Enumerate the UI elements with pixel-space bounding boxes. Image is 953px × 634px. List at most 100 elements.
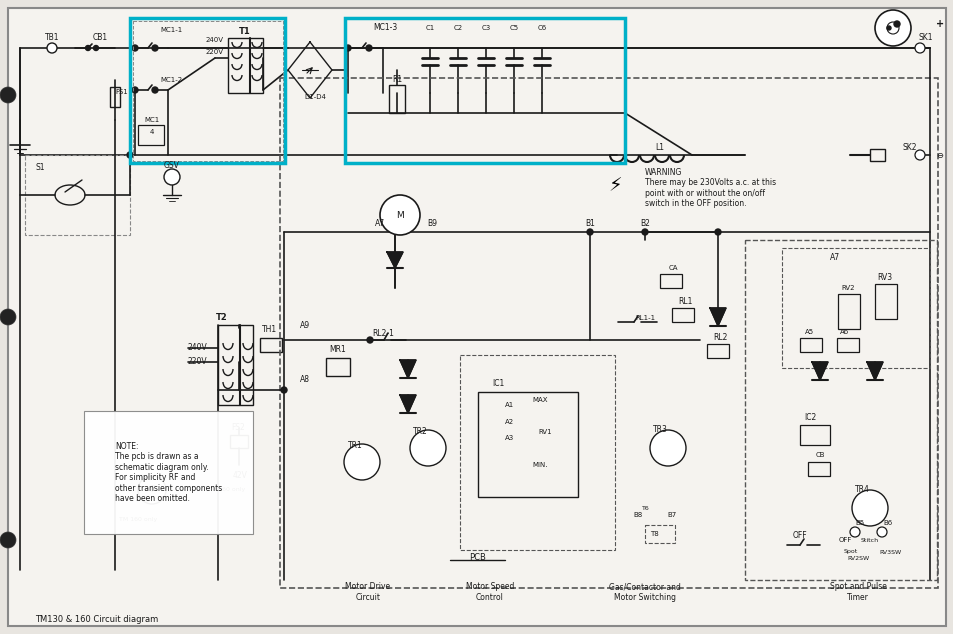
Bar [644,525,675,543]
Circle shape [410,430,446,466]
Bar [459,355,615,550]
Text: CA: CA [667,265,677,271]
Text: NOTE:
The pcb is drawn as a
schematic diagram only.
For simplicity RF and
other : NOTE: The pcb is drawn as a schematic di… [115,442,222,503]
Text: A9: A9 [299,321,310,330]
Text: TB1: TB1 [45,34,59,42]
Bar [874,284,896,319]
Bar [706,344,728,358]
Text: A3: A3 [505,435,514,441]
Text: MC1-1: MC1-1 [160,27,182,33]
Text: RV3SW: RV3SW [878,550,901,555]
Polygon shape [399,395,416,413]
Circle shape [164,169,180,185]
Bar [280,78,937,588]
Bar [869,149,884,161]
Bar [837,294,859,329]
Text: IC1: IC1 [492,380,503,389]
Circle shape [344,444,379,480]
Circle shape [127,152,132,158]
Text: TR2: TR2 [413,427,427,436]
Text: 4: 4 [150,129,154,135]
Text: T2: T2 [216,313,228,323]
Circle shape [0,309,16,325]
Bar [345,18,624,163]
Text: 240V: 240V [206,37,224,43]
Text: B2: B2 [639,219,649,228]
Text: TR1: TR1 [347,441,362,450]
Text: A2: A2 [505,419,514,425]
Text: OFF: OFF [838,537,851,543]
Bar [477,392,578,497]
Text: MC1-2: MC1-2 [160,77,182,83]
Text: Motor Speed
Control: Motor Speed Control [465,582,514,602]
Circle shape [874,10,910,46]
Circle shape [893,21,899,27]
Text: 42V: 42V [233,470,247,479]
Bar [781,248,929,368]
Text: TM 160 only: TM 160 only [207,488,245,493]
Bar [744,240,936,580]
Bar [659,274,681,288]
Circle shape [138,476,166,504]
Text: FS1: FS1 [115,89,129,95]
Text: C2: C2 [453,25,462,31]
Text: SK1: SK1 [918,34,932,42]
Text: GSV: GSV [164,160,180,169]
Text: A8: A8 [299,375,310,384]
Text: Spot: Spot [843,550,858,555]
Text: MIN.: MIN. [532,462,547,468]
Text: RL2: RL2 [712,333,726,342]
Bar [389,85,405,113]
Polygon shape [709,308,725,326]
Text: ⚡: ⚡ [607,176,621,195]
Text: B6: B6 [882,520,892,526]
Bar [25,155,130,235]
Text: 240V: 240V [188,344,208,353]
Bar [132,21,283,161]
Text: Spot and Pulse
Timer: Spot and Pulse Timer [829,582,885,602]
Circle shape [132,45,138,51]
Circle shape [93,46,98,51]
Text: TH1: TH1 [262,325,277,335]
Circle shape [0,87,16,103]
Text: A7: A7 [375,219,385,228]
Polygon shape [387,252,402,268]
Bar [130,18,285,163]
Text: RV2: RV2 [841,285,854,291]
Text: D1-D4: D1-D4 [304,94,326,100]
Text: ⊖: ⊖ [936,150,943,160]
Text: OFF: OFF [792,531,806,540]
Bar [218,325,253,405]
Text: SK2: SK2 [902,143,916,153]
Text: IC2: IC2 [803,413,815,422]
Text: RL1: RL1 [677,297,692,306]
Circle shape [86,46,91,51]
Text: +: + [935,19,943,29]
Polygon shape [811,362,827,380]
Circle shape [0,532,16,548]
Circle shape [47,43,57,53]
Text: A1: A1 [505,402,514,408]
Text: CB1: CB1 [92,34,108,42]
Text: C3: C3 [481,25,490,31]
Text: F: F [150,486,154,495]
Circle shape [345,45,351,51]
Circle shape [849,527,859,537]
Text: 220V: 220V [206,49,224,55]
Circle shape [367,337,373,343]
Text: C6: C6 [537,25,546,31]
Text: A6: A6 [840,329,849,335]
Bar [326,358,350,376]
Circle shape [649,430,685,466]
Bar [260,338,282,352]
Circle shape [152,87,158,93]
Circle shape [886,26,890,30]
Text: B7: B7 [667,512,676,518]
Text: A7: A7 [829,254,840,262]
Text: M: M [395,210,403,219]
Text: T8: T8 [649,531,658,537]
Circle shape [714,229,720,235]
Bar [807,462,829,476]
Text: TR3: TR3 [652,425,667,434]
Circle shape [914,43,924,53]
